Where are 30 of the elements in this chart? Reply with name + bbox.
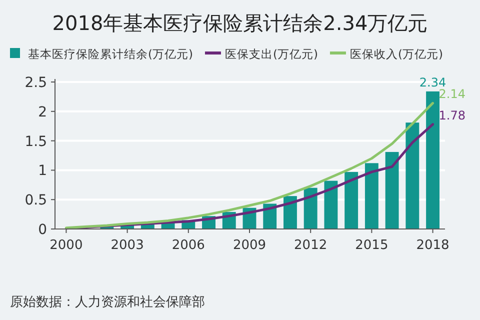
- y-tick-label: 1: [38, 163, 47, 180]
- x-tick-label: 2003: [110, 238, 144, 253]
- text: 原始数据：人力资源和社会保障部: [10, 295, 205, 310]
- y-tick-label: 0: [38, 222, 47, 238]
- x-tick-label: 2006: [172, 238, 205, 253]
- bar: [344, 172, 358, 229]
- legend-label: 医保收入(万亿元): [350, 47, 443, 61]
- x-tick-label: 2012: [294, 238, 328, 253]
- y-tick-label: 1.5: [24, 134, 47, 150]
- bar: [364, 163, 378, 229]
- y-tick-label: 0.5: [24, 192, 47, 209]
- y-tick-label: 2.5: [24, 75, 47, 91]
- chart-title: 2018年基本医疗保险累计结余2.34万亿元: [52, 11, 428, 35]
- x-tick-label: 2000: [50, 238, 83, 253]
- x-tick-label: 2018: [416, 238, 450, 253]
- bar: [324, 180, 338, 229]
- data-label: 2.34: [419, 75, 446, 90]
- y-tick-label: 2: [38, 104, 47, 120]
- bar: [426, 91, 440, 229]
- bar: [406, 122, 420, 229]
- bar: [284, 196, 297, 229]
- legend-label: 医保支出(万亿元): [224, 47, 318, 61]
- bar: [304, 188, 318, 229]
- x-tick-label: 2015: [355, 238, 388, 253]
- data-label: 1.78: [438, 108, 466, 122]
- data-label: 2.14: [438, 87, 466, 102]
- line-series: [64, 102, 434, 230]
- x-tick-label: 2009: [232, 238, 266, 253]
- legend-label: 基本医疗保险累计结余(万亿元): [28, 47, 193, 61]
- bar: [385, 152, 399, 229]
